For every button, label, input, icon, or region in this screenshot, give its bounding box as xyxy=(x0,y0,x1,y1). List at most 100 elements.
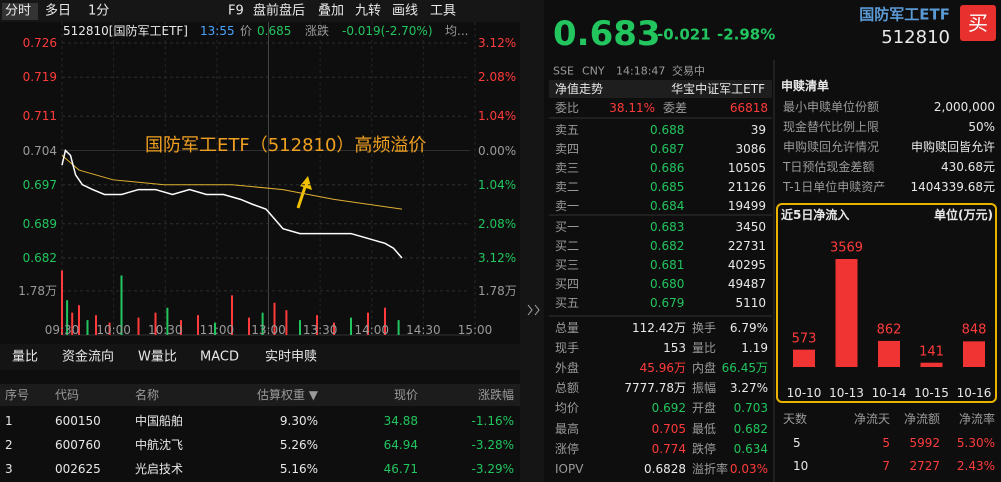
stat-value: 45.96万 xyxy=(639,361,686,376)
buy-button[interactable]: 买 xyxy=(968,11,988,35)
volume-bar xyxy=(350,317,352,335)
toolbar-item[interactable]: 九转 xyxy=(355,3,382,19)
book-price: 0.683 xyxy=(650,220,685,234)
y-tick-label: 0.682 xyxy=(22,251,57,265)
buy-button-bg[interactable] xyxy=(960,5,996,41)
toolbar-item[interactable]: 画线 xyxy=(392,3,419,19)
label: 委比 xyxy=(555,101,580,115)
volume-bar xyxy=(248,317,250,335)
redemption-value: 430.68元 xyxy=(941,160,995,174)
stat-value: 0.682 xyxy=(733,421,768,436)
inflow-bar xyxy=(878,340,900,367)
stat-label: 最低 xyxy=(692,421,717,436)
book-volume: 39 xyxy=(750,123,766,137)
redemption-label: 现金替代比例上限 xyxy=(783,120,880,134)
stat-label: 均价 xyxy=(555,401,580,416)
volume-bar xyxy=(214,322,216,335)
toolbar-tab[interactable]: 多日 xyxy=(45,3,72,19)
pct-tick-label: 1.04% xyxy=(478,177,517,192)
panel-tab[interactable]: 华宝中证军工ETF xyxy=(671,82,765,96)
holding-cell: 9.30% xyxy=(279,414,318,428)
toolbar-item[interactable]: 盘前盘后 xyxy=(253,3,306,19)
y-tick-label: 0.704 xyxy=(22,143,57,158)
holding-cell: 34.88 xyxy=(383,414,418,428)
holding-cell: -3.28% xyxy=(471,438,514,452)
volume-bar xyxy=(86,320,89,335)
stat-value: 0.03% xyxy=(729,461,768,476)
redemption-value: 申购赎回皆允许 xyxy=(910,140,995,154)
redemption-value: 50% xyxy=(968,120,995,134)
volume-bar xyxy=(78,305,80,335)
section-title: 近5日净流入 xyxy=(781,208,850,222)
stat-value: 1.19 xyxy=(741,341,768,356)
book-level: 买五 xyxy=(555,296,580,310)
volume-bar xyxy=(285,310,288,335)
stat-label: 最高 xyxy=(555,421,580,436)
holding-cell: 光启技术 xyxy=(135,462,184,476)
toolbar-item[interactable]: F9 xyxy=(228,3,244,19)
bar-category: 10-10 xyxy=(786,386,822,400)
label: 委差 xyxy=(663,101,688,115)
book-volume: 19499 xyxy=(727,199,766,213)
fund-code: 512810 xyxy=(881,27,950,48)
toolbar-item[interactable]: 叠加 xyxy=(318,3,345,19)
collapse-icon[interactable] xyxy=(534,304,540,316)
section-title: 申赎清单 xyxy=(781,79,830,93)
book-volume: 49487 xyxy=(727,277,766,291)
divider[interactable] xyxy=(520,0,544,482)
chart-info: 价 xyxy=(240,24,253,38)
y-tick-label: 0.711 xyxy=(22,109,57,124)
status-text: SSE xyxy=(553,64,574,78)
bar-value: 573 xyxy=(791,331,817,347)
stat-label: IOPV xyxy=(555,461,584,476)
book-level: 买四 xyxy=(555,277,580,291)
indicator-tab[interactable]: 实时申赎 xyxy=(265,349,318,365)
indicator-tab[interactable]: MACD xyxy=(200,349,239,365)
volume-bar xyxy=(108,322,111,335)
book-price: 0.681 xyxy=(650,258,685,272)
flow-cell: 5992 xyxy=(909,436,940,450)
indicator-tab[interactable]: W量比 xyxy=(138,349,177,365)
table-header-bg xyxy=(0,384,520,406)
stat-value: 153 xyxy=(663,341,686,356)
annotation: 国防军工ETF（512810）高频溢价 xyxy=(145,135,427,156)
indicator-tab[interactable]: 量比 xyxy=(12,349,39,365)
book-volume: 3450 xyxy=(735,220,766,234)
stat-label: 外盘 xyxy=(555,361,580,376)
volume-bar xyxy=(71,312,74,335)
stat-label: 跌停 xyxy=(692,441,717,456)
inflow-bar xyxy=(963,341,985,367)
panel-tab[interactable]: 净值走势 xyxy=(555,82,604,96)
pct-tick-label: 2.08% xyxy=(478,70,517,85)
stat-label: 换手 xyxy=(692,321,717,335)
inflow-bar xyxy=(793,349,815,367)
price-line xyxy=(61,149,403,259)
bar-value: 862 xyxy=(876,322,902,338)
tab-bar xyxy=(549,80,772,98)
indicator-tab[interactable]: 资金流向 xyxy=(62,349,115,365)
stat-value: 66.45万 xyxy=(721,361,768,376)
book-volume: 21126 xyxy=(727,180,766,194)
volume-bar xyxy=(180,320,182,335)
unit-label: 单位(万元) xyxy=(934,208,993,222)
book-price: 0.688 xyxy=(650,123,685,137)
book-volume: 5110 xyxy=(735,296,766,310)
redemption-label: 最小申赎单位份额 xyxy=(783,100,880,114)
stat-label: 总量 xyxy=(555,321,580,335)
book-level: 买一 xyxy=(555,220,580,234)
status-text: 14:18:47 xyxy=(616,64,666,78)
book-price: 0.686 xyxy=(650,161,685,175)
toolbar-tab[interactable]: 1分 xyxy=(88,3,110,19)
collapse-icon[interactable] xyxy=(527,304,533,316)
column-header: 净流率 xyxy=(958,412,995,426)
volume-bar xyxy=(137,317,140,335)
volume-tick-label: 1.78万 xyxy=(478,283,517,298)
book-price: 0.685 xyxy=(650,180,685,194)
bar-category: 10-15 xyxy=(914,386,949,400)
chart-info: 512810[国防军工ETF] xyxy=(63,24,188,38)
toolbar-tab[interactable]: 分时 xyxy=(5,3,32,19)
toolbar-item[interactable]: 工具 xyxy=(430,3,457,19)
last-price: 0.683 xyxy=(553,14,661,54)
volume-bar xyxy=(299,320,301,335)
